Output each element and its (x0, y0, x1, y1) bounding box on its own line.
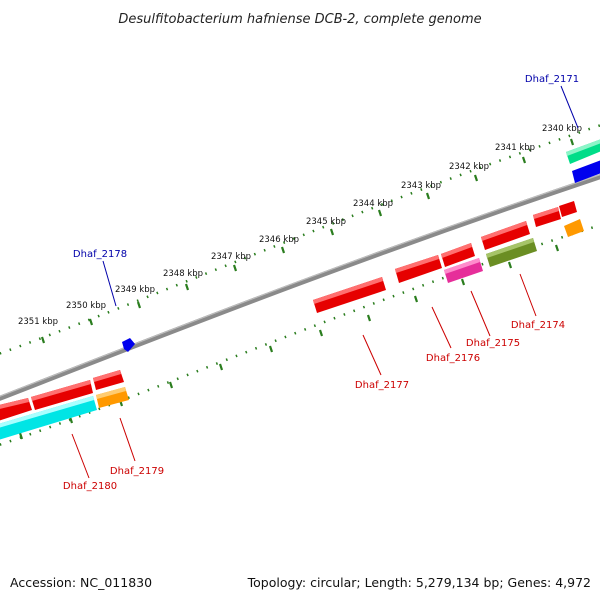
leader-dhaf-2176 (431, 306, 452, 349)
scale-label: 2343 kbp (401, 181, 441, 191)
leader-dhaf-2179 (119, 417, 136, 462)
leader-dhaf-2180 (71, 433, 90, 479)
gene-label-dhaf-2176[interactable]: Dhaf_2176 (426, 353, 480, 364)
map-title: Desulfitobacterium hafniense DCB-2, comp… (118, 12, 481, 27)
gene-label-dhaf-2174[interactable]: Dhaf_2174 (511, 320, 565, 331)
gene-label-dhaf-2171[interactable]: Dhaf_2171 (525, 74, 579, 85)
gene-dhaf-2179-shade (96, 387, 126, 399)
gene-dhaf-2175-shade (444, 258, 480, 274)
gene-red-shade (0, 398, 29, 409)
scale-label: 2344 kbp (353, 199, 393, 209)
gene-red[interactable] (559, 201, 577, 217)
scale-label: 2351 kbp (18, 317, 58, 327)
scale-label: 2349 kbp (115, 285, 155, 295)
gene-label-dhaf-2178[interactable]: Dhaf_2178 (73, 249, 127, 260)
gene-dhaf-2177-shade (313, 277, 383, 304)
scale-label: 2348 kbp (163, 269, 203, 279)
gene-dhaf-2171-shade (566, 139, 600, 156)
reverse-tick-track (0, 223, 600, 446)
scale-label: 2345 kbp (306, 217, 346, 227)
gene-red-shade (441, 243, 472, 258)
gene-orange[interactable] (564, 219, 584, 237)
leader-dhaf-2175 (470, 290, 491, 337)
genome-backbone-highlight (0, 174, 600, 397)
leader-dhaf-2171 (560, 85, 579, 129)
gene-label-dhaf-2175[interactable]: Dhaf_2175 (466, 338, 520, 349)
gene-red-shade (533, 207, 559, 219)
gene-labels: Dhaf_2171 Dhaf_2178 Dhaf_2174 Dhaf_2175 … (63, 74, 579, 492)
label-leaders (71, 85, 579, 479)
forward-tick-track (0, 124, 600, 355)
reverse-major-ticks (18, 244, 560, 440)
gene-dhaf-2176-shade (395, 255, 439, 273)
scale-label: 2341 kbp (495, 143, 535, 153)
scale-labels: 2351 kbp 2350 kbp 2349 kbp 2348 kbp 2347… (18, 124, 582, 327)
forward-features (122, 139, 600, 352)
scale-label: 2340 kbp (542, 124, 582, 134)
gene-red-shade (31, 380, 91, 401)
leader-dhaf-2174 (519, 273, 537, 317)
gene-label-dhaf-2177[interactable]: Dhaf_2177 (355, 380, 409, 391)
gene-blue[interactable] (572, 159, 600, 183)
gene-red-shade (93, 370, 121, 382)
reverse-features (0, 201, 584, 441)
genome-summary-text: Topology: circular; Length: 5,279,134 bp… (247, 575, 591, 590)
gene-dhaf-2174-shade (486, 238, 534, 258)
gene-dhaf-2180[interactable] (0, 396, 97, 441)
forward-major-ticks (40, 138, 575, 344)
scale-label: 2346 kbp (259, 235, 299, 245)
gene-dhaf-2180-shade (0, 396, 94, 428)
scale-label: 2350 kbp (66, 301, 106, 311)
genome-backbone (0, 174, 600, 401)
gene-red-shade (481, 221, 527, 241)
leader-dhaf-2178 (102, 260, 117, 307)
accession-text: Accession: NC_011830 (10, 575, 153, 590)
gene-dhaf-2176[interactable] (395, 255, 442, 283)
scale-label: 2342 kbp (449, 162, 489, 172)
gene-label-dhaf-2179[interactable]: Dhaf_2179 (110, 466, 164, 477)
gene-label-dhaf-2180[interactable]: Dhaf_2180 (63, 481, 117, 492)
scale-label: 2347 kbp (211, 252, 251, 262)
leader-dhaf-2177 (362, 334, 382, 376)
gene-dhaf-2178[interactable] (122, 338, 135, 352)
